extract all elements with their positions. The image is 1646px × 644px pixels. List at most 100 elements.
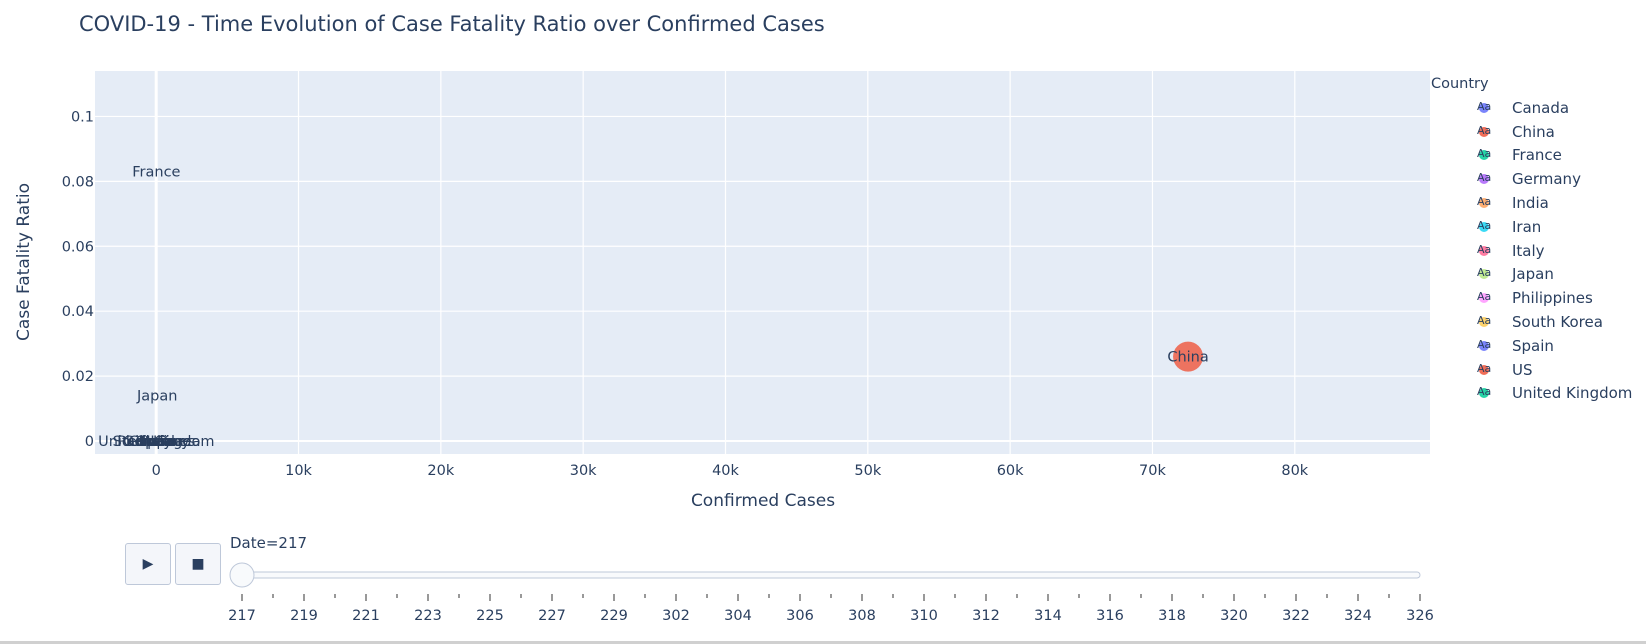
- legend-item-label: Iran: [1512, 217, 1542, 236]
- slider-tick-label: 318: [1158, 608, 1186, 624]
- slider-tick-label: 302: [662, 608, 690, 624]
- point-label: India: [138, 434, 174, 450]
- legend-item-label: South Korea: [1512, 313, 1603, 332]
- x-tick-label: 70k: [1139, 463, 1166, 479]
- x-tick-label: 0: [152, 463, 161, 479]
- point-label: United Kingdom: [98, 434, 214, 450]
- legend-item-label: US: [1512, 360, 1533, 379]
- x-tick-label: 80k: [1281, 463, 1308, 479]
- slider-tick-label: 314: [1034, 608, 1062, 624]
- y-axis-label: Case Fatality Ratio: [14, 183, 34, 341]
- legend-text-marker-icon: Aa: [1477, 242, 1492, 256]
- x-tick-label: 20k: [427, 463, 454, 479]
- legend-title: Country: [1431, 76, 1489, 92]
- legend-text-marker-icon: Aa: [1477, 195, 1492, 209]
- slider-tick-label: 316: [1096, 608, 1124, 624]
- legend-item[interactable]: Aa Japan: [1431, 263, 1632, 287]
- stop-icon: ■: [191, 556, 205, 572]
- legend-item[interactable]: Aa Philippines: [1431, 286, 1632, 310]
- legend-text-marker-icon: Aa: [1477, 337, 1492, 351]
- slider-handle[interactable]: [229, 562, 255, 588]
- slider-tick-label: 221: [352, 608, 380, 624]
- slider-tick-label: 223: [414, 608, 442, 624]
- legend-item[interactable]: Aa Italy: [1431, 239, 1632, 263]
- legend-item-label: France: [1512, 146, 1562, 165]
- y-tick-label: 0: [85, 434, 94, 450]
- legend-item[interactable]: Aa India: [1431, 191, 1632, 215]
- bottom-divider: [0, 641, 1646, 644]
- slider-tick-label: 322: [1282, 608, 1310, 624]
- data-point-china[interactable]: [1173, 341, 1204, 372]
- y-tick-label: 0.1: [71, 109, 94, 125]
- y-tick-label: 0.04: [62, 304, 94, 320]
- legend-text-marker-icon: Aa: [1477, 147, 1492, 161]
- legend-item[interactable]: Aa Iran: [1431, 215, 1632, 239]
- legend-text-marker-icon: Aa: [1477, 361, 1492, 375]
- y-tick-label: 0.02: [62, 369, 94, 385]
- animation-controls: ▶ ■: [125, 543, 221, 585]
- legend-text-marker-icon: Aa: [1477, 171, 1492, 185]
- slider-tick-label: 310: [910, 608, 938, 624]
- legend-text-marker-icon: Aa: [1477, 123, 1492, 137]
- play-icon: ▶: [142, 556, 154, 572]
- slider-tick-label: 312: [972, 608, 1000, 624]
- legend-text-marker-icon: Aa: [1477, 290, 1492, 304]
- legend-item[interactable]: Aa US: [1431, 358, 1632, 382]
- x-axis-label: Confirmed Cases: [691, 491, 835, 511]
- legend-text-marker-icon: Aa: [1477, 314, 1492, 328]
- legend-item[interactable]: Aa Canada: [1431, 96, 1632, 120]
- legend-item-label: United Kingdom: [1512, 384, 1633, 403]
- x-tick-label: 60k: [997, 463, 1024, 479]
- slider-tick-label: 225: [476, 608, 504, 624]
- point-label: China: [1167, 350, 1208, 366]
- slider-track[interactable]: [241, 571, 1421, 579]
- legend-item-label: China: [1512, 122, 1555, 141]
- point-label: Iran: [142, 434, 170, 450]
- legend-item-label: India: [1512, 194, 1549, 213]
- x-tick-label: 40k: [712, 463, 739, 479]
- point-label: Japan: [136, 389, 177, 405]
- y-tick-label: 0.06: [62, 239, 94, 255]
- point-label: US: [146, 434, 166, 450]
- legend-item-label: Canada: [1512, 98, 1570, 117]
- slider-tick-label: 219: [290, 608, 318, 624]
- stop-button[interactable]: ■: [175, 543, 221, 585]
- slider-tick-label: 304: [724, 608, 752, 624]
- point-label: France: [132, 165, 180, 181]
- legend-text-marker-icon: Aa: [1477, 385, 1492, 399]
- legend-item[interactable]: Aa United Kingdom: [1431, 382, 1632, 406]
- point-label: South Korea: [113, 434, 201, 450]
- legend-item-label: Philippines: [1512, 289, 1593, 308]
- point-label: Italy: [141, 434, 173, 450]
- legend-text-marker-icon: Aa: [1477, 266, 1492, 280]
- slider-tick-label: 229: [600, 608, 628, 624]
- legend-item-label: Germany: [1512, 170, 1581, 189]
- plot-area: [95, 71, 1430, 454]
- x-tick-label: 10k: [285, 463, 312, 479]
- point-label: Canada: [129, 434, 184, 450]
- legend-item[interactable]: Aa Spain: [1431, 334, 1632, 358]
- legend-item[interactable]: Aa South Korea: [1431, 310, 1632, 334]
- legend-item-label: Italy: [1512, 241, 1545, 260]
- slider-tick-label: 308: [848, 608, 876, 624]
- legend-item[interactable]: Aa France: [1431, 144, 1632, 168]
- chart-title: COVID-19 - Time Evolution of Case Fatali…: [79, 12, 825, 36]
- point-label: Spain: [136, 434, 177, 450]
- legend-text-marker-icon: Aa: [1477, 218, 1492, 232]
- slider-tick-label: 326: [1406, 608, 1434, 624]
- slider-tick-label: 227: [538, 608, 566, 624]
- legend-item-label: Spain: [1512, 336, 1554, 355]
- slider-current-value: Date=217: [230, 534, 308, 552]
- play-button[interactable]: ▶: [125, 543, 171, 585]
- point-label: Philippines: [117, 434, 195, 450]
- y-tick-label: 0.08: [62, 174, 94, 190]
- slider-tick-label: 217: [228, 608, 256, 624]
- slider-tick-label: 320: [1220, 608, 1248, 624]
- legend-item[interactable]: Aa Germany: [1431, 167, 1632, 191]
- slider-tick-label: 306: [786, 608, 814, 624]
- legend-item[interactable]: Aa China: [1431, 120, 1632, 144]
- x-tick-label: 50k: [854, 463, 881, 479]
- legend-text-marker-icon: Aa: [1477, 99, 1492, 113]
- slider-tick-label: 324: [1344, 608, 1372, 624]
